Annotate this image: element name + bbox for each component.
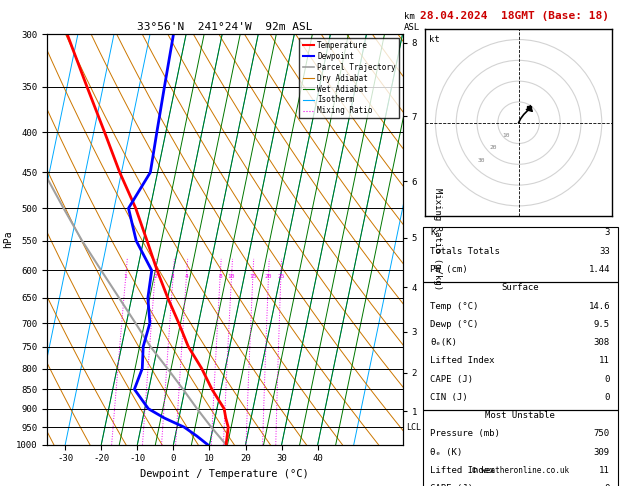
Bar xyxy=(423,227,618,282)
Text: 15: 15 xyxy=(249,274,257,279)
Text: 28.04.2024  18GMT (Base: 18): 28.04.2024 18GMT (Base: 18) xyxy=(420,11,608,21)
Text: Dewp (°C): Dewp (°C) xyxy=(430,320,479,329)
Text: 0: 0 xyxy=(604,484,610,486)
Text: 11: 11 xyxy=(599,466,610,475)
Text: 11: 11 xyxy=(599,356,610,365)
Text: 3: 3 xyxy=(171,274,175,279)
Text: 2: 2 xyxy=(153,274,157,279)
Text: 10: 10 xyxy=(228,274,235,279)
Text: Totals Totals: Totals Totals xyxy=(430,247,500,256)
Text: Most Unstable: Most Unstable xyxy=(485,411,555,420)
Bar xyxy=(423,410,618,486)
Text: Surface: Surface xyxy=(501,283,539,292)
Text: CAPE (J): CAPE (J) xyxy=(430,375,474,383)
Text: K: K xyxy=(430,228,436,238)
Text: Lifted Index: Lifted Index xyxy=(430,356,495,365)
Text: Lifted Index: Lifted Index xyxy=(430,466,495,475)
Legend: Temperature, Dewpoint, Parcel Trajectory, Dry Adiabat, Wet Adiabat, Isotherm, Mi: Temperature, Dewpoint, Parcel Trajectory… xyxy=(299,38,399,119)
Text: 1: 1 xyxy=(124,274,128,279)
Text: 309: 309 xyxy=(594,448,610,457)
Y-axis label: hPa: hPa xyxy=(3,230,13,248)
Text: © weatheronline.co.uk: © weatheronline.co.uk xyxy=(472,466,569,475)
Text: 30: 30 xyxy=(477,157,485,163)
Text: 750: 750 xyxy=(594,430,610,438)
Text: 10: 10 xyxy=(503,133,510,138)
Text: 20: 20 xyxy=(265,274,272,279)
Text: PW (cm): PW (cm) xyxy=(430,265,468,274)
X-axis label: Dewpoint / Temperature (°C): Dewpoint / Temperature (°C) xyxy=(140,469,309,479)
Text: θₑ(K): θₑ(K) xyxy=(430,338,457,347)
Title: 33°56'N  241°24'W  92m ASL: 33°56'N 241°24'W 92m ASL xyxy=(137,22,313,32)
Text: 9.5: 9.5 xyxy=(594,320,610,329)
Y-axis label: Mixing Ratio (g/kg): Mixing Ratio (g/kg) xyxy=(433,188,442,291)
Text: Temp (°C): Temp (°C) xyxy=(430,302,479,311)
Text: 25: 25 xyxy=(277,274,284,279)
Text: Pressure (mb): Pressure (mb) xyxy=(430,430,500,438)
Text: 33: 33 xyxy=(599,247,610,256)
Text: kt: kt xyxy=(429,35,440,44)
Bar xyxy=(423,282,618,410)
Text: 4: 4 xyxy=(184,274,188,279)
Text: 308: 308 xyxy=(594,338,610,347)
Text: 0: 0 xyxy=(604,375,610,383)
Text: 0: 0 xyxy=(604,393,610,402)
Text: km
ASL: km ASL xyxy=(404,12,420,32)
Text: 1.44: 1.44 xyxy=(588,265,610,274)
Text: CIN (J): CIN (J) xyxy=(430,393,468,402)
Text: θₑ (K): θₑ (K) xyxy=(430,448,463,457)
Text: 3: 3 xyxy=(604,228,610,238)
Text: CAPE (J): CAPE (J) xyxy=(430,484,474,486)
Text: LCL: LCL xyxy=(406,423,421,432)
Text: 8: 8 xyxy=(218,274,222,279)
Text: 14.6: 14.6 xyxy=(588,302,610,311)
Text: 20: 20 xyxy=(490,145,498,150)
